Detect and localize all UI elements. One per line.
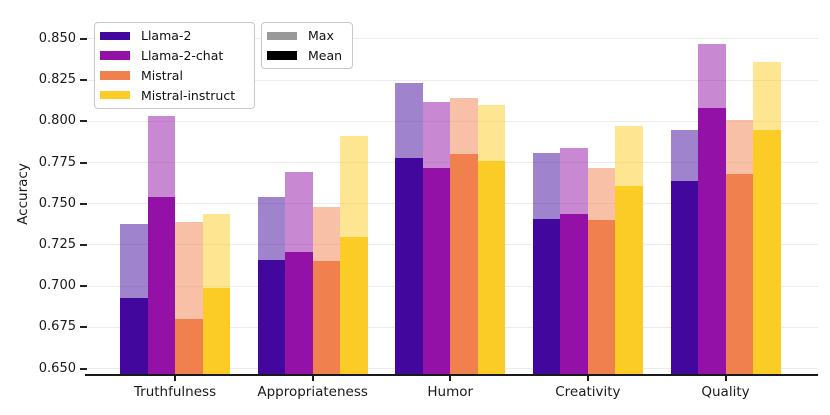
- legend-label-llama-2-chat: Llama-2-chat: [141, 48, 224, 64]
- x-tick-appropriateness: [311, 376, 314, 381]
- legend-item-mean: Mean: [267, 48, 345, 63]
- y-tick-0.675: [80, 326, 87, 329]
- bar-mistral-humor-mean: [450, 154, 478, 376]
- y-tick-label-0.800: 0.800: [38, 113, 76, 129]
- gridline-0.825: [87, 79, 818, 81]
- legend-item-llama-2: Llama-2: [100, 28, 247, 43]
- legend-label-mean: Mean: [308, 47, 343, 63]
- gridline-0.850: [87, 38, 818, 40]
- bar-mistral-instruct-humor-mean: [477, 160, 506, 376]
- bar-mistral-appropriateness-mean: [312, 261, 341, 376]
- y-tick-0.700: [80, 285, 87, 288]
- x-tick-truthfulness: [174, 376, 176, 381]
- bar-mistral-creativity-mean: [587, 220, 616, 376]
- x-tick-quality: [724, 376, 727, 381]
- bar-mistral-instruct-truthfulness-mean: [202, 287, 230, 376]
- y-tick-label-0.675: 0.675: [38, 319, 76, 335]
- y-tick-0.650: [80, 367, 87, 370]
- legend-label-max: Max: [308, 28, 334, 44]
- legend-swatch-mistral-instruct: [100, 90, 130, 100]
- legend-label-llama-2: Llama-2: [141, 28, 192, 44]
- legend-label-mistral: Mistral: [141, 67, 183, 83]
- legend-swatch-mistral: [100, 71, 130, 80]
- x-tick-humor: [449, 376, 452, 381]
- x-tick-label-creativity: Creativity: [555, 384, 621, 400]
- bar-mistral-instruct-quality-mean: [753, 129, 781, 376]
- y-tick-0.825: [80, 79, 87, 82]
- bar-mistral-instruct-appropriateness-mean: [340, 236, 368, 376]
- legend-swatch-llama-2: [100, 31, 130, 41]
- x-axis-line: [85, 374, 818, 376]
- y-tick-0.850: [80, 37, 87, 40]
- bar-llama-2-humor-mean: [395, 157, 423, 376]
- legend-swatch-llama-2-chat: [100, 51, 130, 60]
- bar-llama-2-chat-truthfulness-mean: [147, 197, 175, 376]
- x-tick-label-truthfulness: Truthfulness: [133, 384, 217, 400]
- legend-item-mistral-instruct: Mistral-instruct: [100, 88, 247, 103]
- y-tick-label-0.750: 0.750: [38, 195, 76, 211]
- bar-mistral-quality-mean: [725, 174, 753, 376]
- y-tick-label-0.650: 0.650: [38, 360, 76, 376]
- legend-swatch-mean: [267, 51, 297, 60]
- bar-mistral-truthfulness-mean: [175, 319, 203, 376]
- bar-llama-2-creativity-mean: [532, 218, 561, 376]
- plot-area: [87, 8, 818, 376]
- y-axis-label: Accuracy: [15, 163, 31, 225]
- bar-llama-2-truthfulness-mean: [120, 297, 148, 376]
- stat-legend: Max Mean: [261, 22, 353, 69]
- y-tick-0.725: [80, 243, 87, 246]
- y-tick-label-0.825: 0.825: [38, 72, 76, 88]
- legend-swatch-max: [267, 31, 297, 40]
- y-tick-label-0.725: 0.725: [38, 236, 76, 252]
- y-tick-label-0.700: 0.700: [38, 278, 76, 294]
- y-tick-0.800: [80, 120, 87, 123]
- y-tick-0.775: [80, 161, 87, 164]
- bar-llama-2-chat-humor-mean: [422, 167, 451, 376]
- bar-llama-2-chat-appropriateness-mean: [285, 251, 313, 376]
- bar-llama-2-quality-mean: [670, 180, 698, 376]
- x-tick-label-appropriateness: Appropriateness: [257, 384, 368, 400]
- x-tick-label-quality: Quality: [701, 384, 750, 400]
- y-tick-label-0.850: 0.850: [38, 30, 76, 46]
- bar-mistral-instruct-creativity-mean: [615, 185, 643, 376]
- y-tick-label-0.775: 0.775: [38, 154, 76, 170]
- x-tick-creativity: [586, 376, 589, 381]
- bar-llama-2-chat-quality-mean: [698, 108, 726, 376]
- legend-item-llama-2-chat: Llama-2-chat: [100, 48, 247, 63]
- x-tick-label-humor: Humor: [427, 384, 474, 400]
- legend-item-mistral: Mistral: [100, 68, 247, 83]
- legend-item-max: Max: [267, 28, 345, 43]
- bar-llama-2-appropriateness-mean: [257, 259, 286, 376]
- bar-llama-2-chat-creativity-mean: [560, 213, 588, 376]
- y-tick-0.750: [80, 202, 87, 205]
- model-legend: Llama-2 Llama-2-chat Mistral Mistral-instru…: [94, 22, 255, 109]
- legend-label-mistral-instruct: Mistral-instruct: [141, 87, 236, 103]
